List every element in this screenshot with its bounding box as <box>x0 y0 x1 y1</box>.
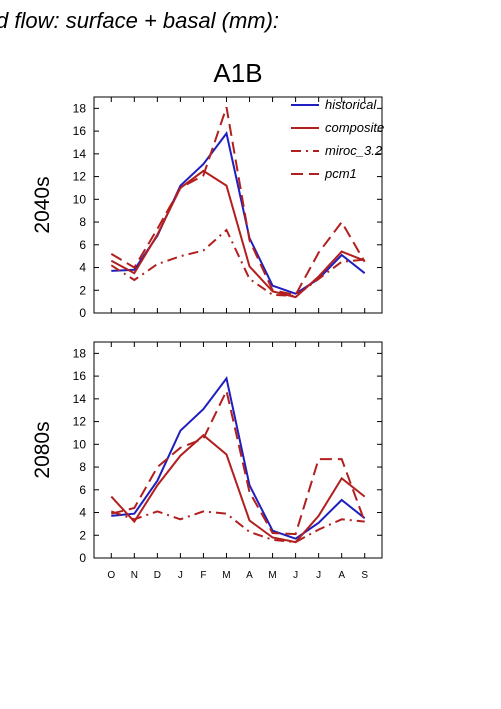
panel-2080s: 0 2 4 6 8 10 12 14 16 18 O N D J F M A M J J A S 2080s <box>31 341 383 581</box>
x-tick-label: J <box>316 570 321 581</box>
legend-label: composite <box>325 120 384 135</box>
series-line-historical <box>111 376 366 540</box>
x-tick-label: S <box>361 570 368 581</box>
x-tick-label: N <box>131 570 138 581</box>
plot-frame <box>93 96 383 314</box>
y-tick-label: 10 <box>73 192 87 206</box>
series-line-composite <box>110 433 366 544</box>
y-tick-label: 18 <box>73 346 87 360</box>
row-label: 2080s <box>31 421 54 478</box>
series-line-pcm1 <box>110 106 366 296</box>
y-tick-label: 0 <box>79 306 86 320</box>
y-tick-label: 2 <box>79 528 86 542</box>
y-tick-label: 16 <box>73 369 87 383</box>
figure-title: A1B <box>213 58 262 88</box>
series-line-miroc-3-2 <box>110 510 365 544</box>
y-tick-label: 14 <box>73 147 87 161</box>
y-tick-label: 0 <box>79 551 86 565</box>
y-tick-label: 6 <box>79 238 86 252</box>
legend: historical composite miroc_3.2 pcm1 <box>291 97 384 181</box>
legend-label: miroc_3.2 <box>325 143 383 158</box>
y-tick-label: 4 <box>79 261 86 275</box>
x-tick-label: M <box>222 570 230 581</box>
y-tick-label: 16 <box>73 124 87 138</box>
series-line-pcm1 <box>111 387 366 536</box>
figure-suptitle: d flow: surface + basal (mm): <box>0 8 279 33</box>
legend-label: historical <box>325 97 377 112</box>
y-tick-label: 12 <box>73 170 87 184</box>
x-tick-label: A <box>246 570 253 581</box>
panel-2040s: 0 2 4 6 8 10 12 14 16 18 2040s <box>31 96 383 320</box>
y-tick-label: 10 <box>73 437 87 451</box>
x-tick-label: F <box>200 570 206 581</box>
y-tick-label: 8 <box>79 215 86 229</box>
x-tick-label: A <box>338 570 345 581</box>
x-tick-label: D <box>154 570 161 581</box>
plot-frame <box>93 341 383 559</box>
y-tick-label: 6 <box>79 483 86 497</box>
x-tick-label: O <box>107 570 115 581</box>
x-tick-label: J <box>293 570 298 581</box>
series-line-composite <box>110 169 366 299</box>
y-tick-label: 4 <box>79 506 86 520</box>
x-tick-label: M <box>268 570 276 581</box>
legend-label: pcm1 <box>324 166 357 181</box>
y-tick-label: 18 <box>73 101 87 115</box>
panels: 0 2 4 6 8 10 12 14 16 18 2040s 0 2 4 6 8 10 12 14 16 18 O N D J F… <box>31 96 383 581</box>
series-line-miroc-3-2 <box>110 228 365 297</box>
row-label: 2040s <box>31 176 54 233</box>
x-tick-label: J <box>178 570 183 581</box>
y-tick-label: 14 <box>73 392 87 406</box>
y-tick-label: 8 <box>79 460 86 474</box>
y-tick-label: 12 <box>73 415 87 429</box>
y-tick-label: 2 <box>79 283 86 297</box>
